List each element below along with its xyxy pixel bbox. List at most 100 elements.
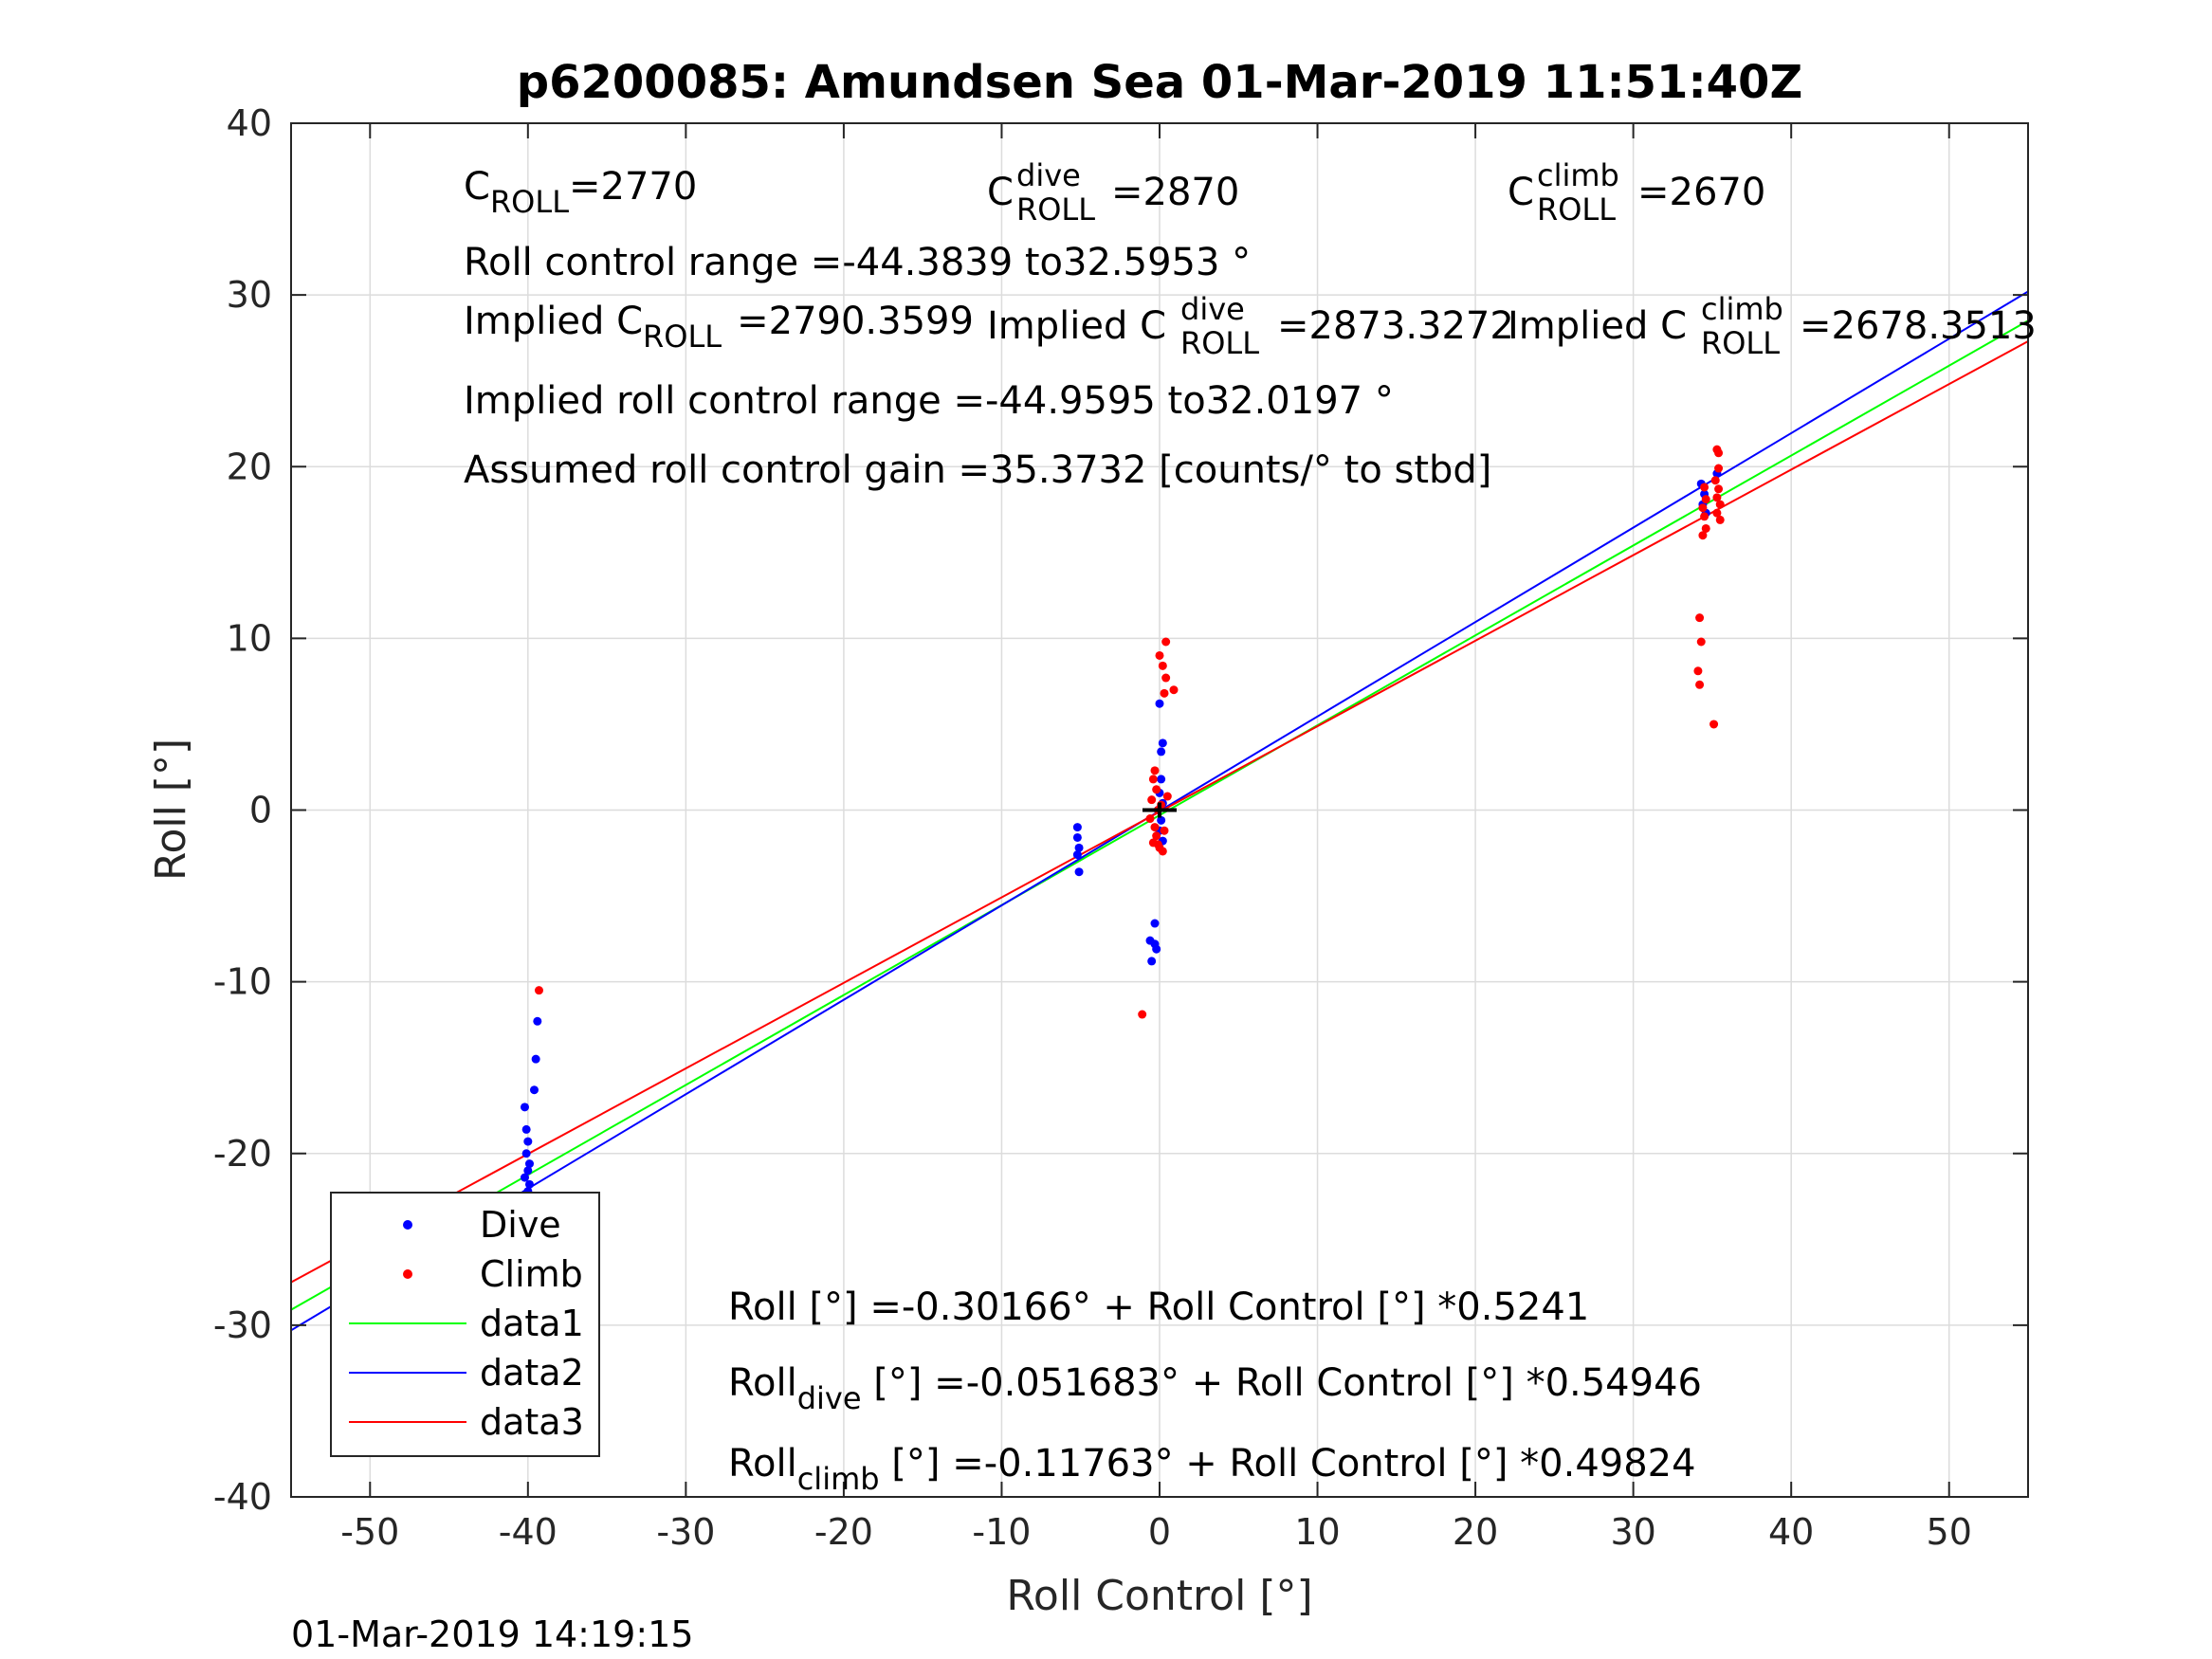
c-roll-climb-annotation: C [1508,171,1534,214]
implied-range: Implied roll control range =-44.9595 to3… [464,379,1394,423]
data-point-dive [1072,823,1082,832]
data-point-dive [524,1159,534,1169]
timestamp: 01-Mar-2019 14:19:15 [291,1613,694,1655]
data-point-climb [1155,650,1164,660]
x-axis-title: Roll Control [°] [1006,1572,1312,1620]
c-roll-climb-value: =2670 [1637,171,1765,214]
c-roll-dive-sub: ROLL [1016,191,1095,228]
axis-ticks [291,122,2028,1498]
data-point-dive [1074,843,1084,852]
origin-marker [1143,802,1177,818]
data-point-climb [1701,495,1710,504]
y-tick-label: -40 [213,1476,272,1518]
data-point-dive [521,1149,531,1158]
data-point-climb [1150,766,1160,775]
data-point-climb [1714,484,1724,494]
implied-c-roll-climb-sup: climb [1701,291,1783,327]
data-point-climb [534,986,543,995]
x-tick-label: -20 [814,1511,873,1553]
data-point-climb [1147,795,1157,805]
data-point-dive [529,1085,539,1095]
implied-c-roll-climb-sub: ROLL [1701,325,1780,361]
data-point-climb [1693,666,1703,676]
data-point-dive [521,1124,531,1134]
fit-dive: Rolldive [°] =-0.051683° + Roll Control … [728,1361,1702,1416]
data-point-dive [1147,957,1157,966]
fit-all: Roll [°] =-0.30166° + Roll Control [°] *… [728,1285,1589,1329]
data-point-climb [1161,637,1171,647]
data-point-dive [523,1137,533,1146]
data-point-climb [1162,792,1172,801]
x-tick-label: 0 [1148,1511,1171,1553]
data-point-climb [1695,680,1705,689]
implied-c-roll-dive-prefix: Implied C [987,304,1166,348]
x-tick-label: -50 [340,1511,399,1553]
data-point-dive [531,1054,540,1064]
legend-label: Dive [480,1204,561,1246]
y-tick-label: 0 [249,790,272,831]
data-point-climb [1152,831,1161,841]
implied-c-roll-climb-value: =2678.3513 [1800,304,2037,348]
c-roll-annotation: CROLL=2770 [464,165,697,220]
implied-c-roll: Implied CROLL =2790.3599 [464,300,974,355]
y-tick-label: -30 [213,1304,272,1346]
legend-label: data3 [480,1401,584,1443]
data-point-climb [1158,847,1167,856]
data-point-dive [1074,867,1084,877]
legend-label: Climb [480,1253,583,1295]
x-tick-label: 40 [1768,1511,1814,1553]
y-axis-title: Roll [°] [147,738,195,881]
legend-marker-dive [403,1220,412,1230]
y-tick-label: 10 [227,617,272,659]
data-point-climb [1148,775,1158,784]
data-point-climb [1709,720,1719,729]
data-point-climb [1715,515,1725,524]
data-point-dive [1155,699,1164,708]
data-point-dive [524,1179,534,1189]
c-roll-dive-annotation: C [987,171,1014,214]
roll-control-range: Roll control range =-44.3839 to32.5953 ° [464,241,1251,284]
data-point-dive [523,1166,533,1176]
data-point-dive [520,1103,529,1112]
data-point-climb [1696,637,1706,647]
data-point-dive [1152,944,1161,954]
data-point-climb [1700,483,1709,492]
data-point-dive [533,1016,542,1026]
c-roll-climb-sub: ROLL [1537,191,1616,228]
legend-label: data1 [480,1303,584,1344]
x-tick-label: 50 [1927,1511,1972,1553]
data-point-climb [1714,464,1724,473]
c-roll-dive-value: =2870 [1111,171,1239,214]
data-point-dive [1157,747,1166,757]
data-point-climb [1700,512,1709,521]
data-point-dive [1072,832,1082,842]
legend-marker-climb [403,1269,412,1279]
chart-title: p6200085: Amundsen Sea 01-Mar-2019 11:51… [517,56,1803,109]
x-tick-label: 20 [1453,1511,1498,1553]
data-point-dive [1150,919,1160,928]
x-tick-label: -30 [656,1511,715,1553]
data-point-climb [1169,685,1179,695]
data-point-climb [1153,840,1162,849]
data-point-dive [1157,815,1166,825]
data-point-climb [1161,673,1171,683]
data-point-climb [1712,508,1722,518]
data-point-climb [1152,785,1161,794]
data-point-climb [1698,531,1708,540]
data-point-dive [520,1173,529,1182]
data-point-dive [1157,775,1166,784]
implied-c-roll-dive-sub: ROLL [1180,325,1259,361]
y-tick-label: -20 [213,1133,272,1175]
data-point-climb [1698,503,1708,513]
x-tick-label: -10 [972,1511,1031,1553]
legend-label: data2 [480,1352,584,1394]
data-point-dive [1158,738,1167,748]
y-tick-label: 20 [227,446,272,487]
x-tick-label: -40 [499,1511,558,1553]
c-roll-dive-sup: dive [1016,157,1081,193]
y-tick-label: 30 [227,274,272,316]
x-tick-label: 30 [1610,1511,1655,1553]
data-point-climb [1145,814,1155,824]
data-point-climb [1138,1010,1147,1019]
